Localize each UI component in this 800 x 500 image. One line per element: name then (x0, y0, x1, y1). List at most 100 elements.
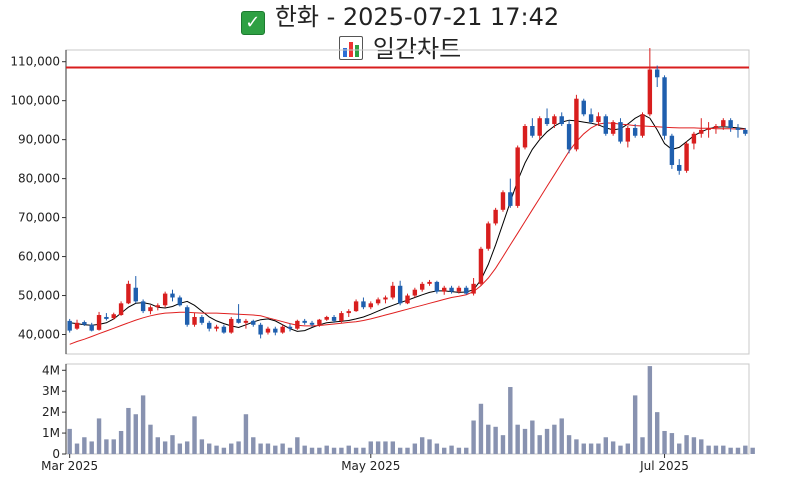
volume-bar (566, 435, 572, 454)
candle-body (442, 287, 447, 292)
volume-bar (699, 439, 704, 454)
volume-bar (82, 437, 87, 454)
volume-bar (339, 447, 344, 454)
volume-bar (654, 412, 660, 454)
candle-body (721, 120, 726, 126)
volume-bar (133, 414, 138, 454)
volume-bar (89, 441, 94, 454)
volume-bar (317, 447, 322, 454)
volume-bar (544, 428, 550, 454)
candle-body (743, 129, 748, 134)
volume-bar (280, 443, 285, 454)
volume-bar (229, 443, 234, 454)
candle-body (713, 126, 719, 128)
volume-y-tick-label: 4M (42, 363, 60, 377)
candle-body (104, 316, 109, 319)
volume-bar (559, 418, 564, 454)
candle-body (207, 322, 212, 329)
candle-body (89, 324, 94, 331)
chart-subtitle-text: 일간차트 (372, 35, 462, 63)
volume-bar (207, 443, 212, 454)
candle-body (530, 126, 535, 136)
ma20-line (69, 122, 746, 345)
candle-body (258, 324, 263, 335)
candle-body (427, 281, 432, 284)
candle-body (559, 116, 564, 125)
volume-bar (155, 437, 161, 454)
check-mark-icon: ✓ (240, 11, 265, 35)
volume-bar (140, 395, 146, 454)
volume-bar (96, 418, 102, 454)
volume-y-tick-label: 2M (42, 405, 60, 419)
candle-body (434, 281, 440, 292)
volume-bar (677, 443, 682, 454)
volume-bar (434, 443, 440, 454)
volume-bar (706, 445, 711, 454)
volume-bar (625, 443, 631, 454)
volume-bar (353, 447, 359, 454)
candle-body (170, 293, 175, 298)
volume-bar (258, 443, 263, 454)
volume-plot-frame (65, 363, 750, 455)
candle-body (273, 328, 278, 333)
candle-body (67, 320, 72, 331)
volume-bar (508, 387, 513, 454)
volume-bar (324, 445, 329, 454)
candle-body (390, 285, 396, 298)
volume-bar (397, 447, 403, 454)
candle-body (287, 326, 293, 329)
volume-bar (669, 433, 675, 454)
volume-bar (647, 366, 653, 454)
candle-body (647, 69, 653, 115)
volume-bar (662, 430, 667, 454)
price-y-tick-label: 90,000 (18, 133, 60, 147)
candle-body (552, 116, 557, 125)
volume-bar (537, 435, 542, 454)
volume-bar (368, 441, 373, 454)
x-tick-label: Mar 2025 (41, 459, 98, 473)
volume-bar (427, 439, 432, 454)
candle-body (603, 116, 608, 134)
candle-body (162, 293, 168, 306)
candle-body (295, 320, 300, 329)
volume-bar (375, 441, 381, 454)
candle-body (148, 307, 153, 312)
volume-bar (728, 447, 733, 454)
candle-body (412, 289, 418, 296)
volume-bar (265, 443, 271, 454)
candle-body (302, 320, 307, 323)
candle-body (184, 307, 190, 325)
x-tick-label: May 2025 (341, 459, 400, 473)
candle-body (500, 192, 506, 210)
candle-body (610, 122, 616, 134)
candle-body (118, 303, 124, 316)
volume-bar (361, 447, 366, 454)
candle-body (419, 283, 425, 290)
candle-body (82, 322, 87, 325)
volume-bar (603, 437, 608, 454)
candle-body (662, 77, 667, 136)
volume-bar (449, 445, 454, 454)
candle-body (375, 299, 381, 304)
volume-bar (721, 445, 726, 454)
volume-bar (442, 447, 447, 454)
candle-body (684, 143, 689, 171)
candle-body (456, 287, 462, 292)
volume-bar (346, 445, 351, 454)
volume-bar (287, 447, 293, 454)
volume-y-tick-label: 0 (52, 447, 60, 461)
candle-body (361, 301, 366, 308)
volume-bar (148, 424, 153, 454)
volume-bar (618, 445, 623, 454)
candle-body (522, 126, 528, 148)
candle-body (331, 316, 337, 321)
x-tick-label: Jul 2025 (639, 459, 689, 473)
candle-body (493, 209, 498, 224)
volume-bar (390, 441, 396, 454)
candle-body (368, 303, 373, 308)
volume-bar (273, 445, 278, 454)
candle-body (471, 283, 476, 294)
volume-bar (184, 441, 190, 454)
volume-bar (412, 443, 418, 454)
